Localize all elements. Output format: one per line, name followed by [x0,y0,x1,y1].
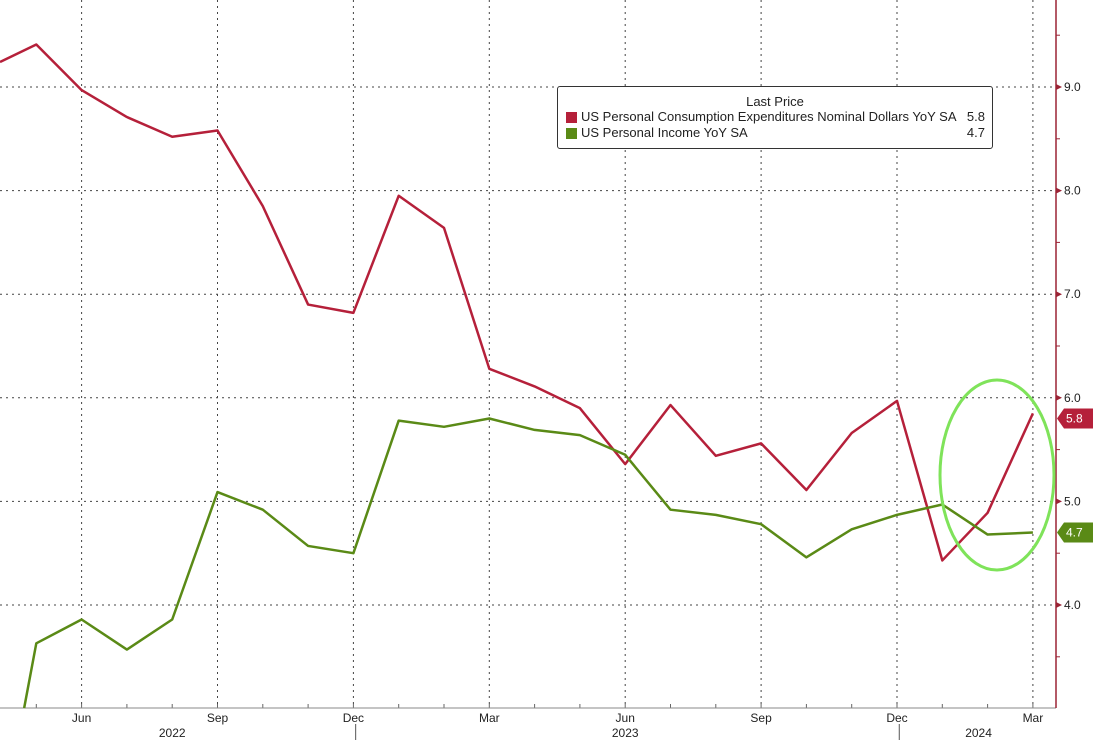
year-label: 2023 [612,726,639,740]
legend-item-income: US Personal Income YoY SA 4.7 [558,125,992,141]
y-tick [1056,498,1062,505]
y-tick [1056,394,1062,401]
x-tick-label: Mar [479,711,500,725]
legend-swatch-pce [566,111,577,123]
last-value-tag [1057,408,1093,429]
legend: Last Price US Personal Consumption Expen… [557,86,993,149]
x-tick-label: Jun [616,711,635,725]
x-tick-label: Jun [72,711,91,725]
y-tick-label: 6.0 [1064,391,1081,405]
legend-label: US Personal Consumption Expenditures Nom… [581,109,957,124]
y-tick [1056,84,1062,90]
y-tick-label: 7.0 [1064,287,1081,301]
series-line-0 [0,43,1035,562]
last-value-tag [1057,522,1093,543]
x-tick-label: Sep [750,711,772,725]
highlight-ellipse [938,378,1056,572]
series-group [0,43,1035,709]
x-tick-label: Sep [207,711,229,725]
series-line-1 [22,417,1033,709]
y-tick [1056,291,1062,298]
last-value-label: 5.8 [1066,412,1083,426]
x-tick-label: Dec [886,711,907,725]
year-label: 2024 [965,726,992,740]
y-tick-label: 8.0 [1064,184,1081,198]
y-tick [1056,187,1062,194]
x-tick-label: Dec [343,711,364,725]
last-value-label: 4.7 [1066,525,1083,539]
legend-label: US Personal Income YoY SA [581,125,748,140]
y-tick-label: 4.0 [1064,598,1081,612]
y-tick-label: 5.0 [1064,494,1081,508]
y-tick-label: 9.0 [1064,80,1081,94]
legend-swatch-income [566,127,577,139]
legend-value: 4.7 [966,125,985,140]
legend-title: Last Price [746,94,804,109]
legend-item-pce: US Personal Consumption Expenditures Nom… [558,109,992,125]
x-tick-label: Mar [1023,711,1044,725]
y-tick [1056,602,1062,608]
year-label: 2022 [159,726,186,740]
legend-value: 5.8 [966,109,985,124]
